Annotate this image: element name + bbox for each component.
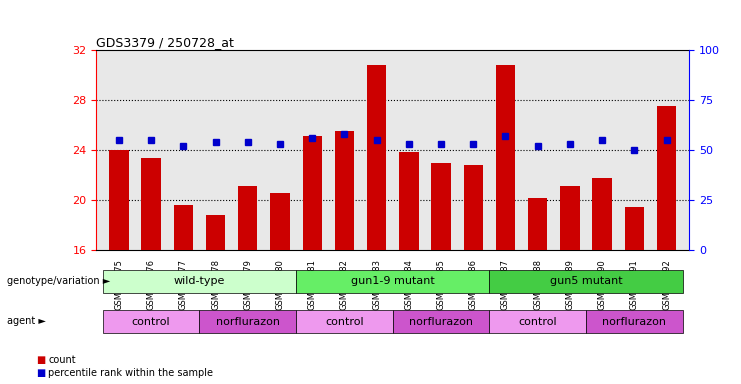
Bar <box>393 310 489 333</box>
Text: norflurazon: norflurazon <box>409 316 473 327</box>
Bar <box>367 65 386 250</box>
Bar <box>593 179 612 250</box>
Text: ■: ■ <box>36 368 45 378</box>
Text: gun1-9 mutant: gun1-9 mutant <box>350 276 435 286</box>
Text: control: control <box>132 316 170 327</box>
Text: GDS3379 / 250728_at: GDS3379 / 250728_at <box>96 36 234 49</box>
Bar <box>528 199 548 250</box>
Bar <box>238 186 257 250</box>
Bar <box>109 150 128 250</box>
Bar <box>173 205 193 250</box>
Bar <box>302 136 322 250</box>
Text: gun5 mutant: gun5 mutant <box>550 276 622 286</box>
Text: control: control <box>519 316 557 327</box>
Text: norflurazon: norflurazon <box>216 316 280 327</box>
Bar <box>496 65 515 250</box>
Bar <box>399 152 419 250</box>
Text: genotype/variation ►: genotype/variation ► <box>7 276 110 286</box>
Bar <box>560 186 579 250</box>
Bar <box>489 310 586 333</box>
Bar <box>296 310 393 333</box>
Text: agent ►: agent ► <box>7 316 46 326</box>
Text: norflurazon: norflurazon <box>602 316 666 327</box>
Bar <box>296 270 489 293</box>
Bar <box>142 159 161 250</box>
Bar <box>431 164 451 250</box>
Bar <box>625 207 644 250</box>
Bar <box>464 165 483 250</box>
Text: wild-type: wild-type <box>173 276 225 286</box>
Bar <box>335 131 354 250</box>
Bar <box>270 194 290 250</box>
Bar <box>586 310 682 333</box>
Bar <box>657 106 677 250</box>
Bar <box>206 215 225 250</box>
Text: count: count <box>48 355 76 365</box>
Text: percentile rank within the sample: percentile rank within the sample <box>48 368 213 378</box>
Text: control: control <box>325 316 364 327</box>
Bar <box>103 270 296 293</box>
Text: ■: ■ <box>36 355 45 365</box>
Bar <box>489 270 682 293</box>
Bar <box>199 310 296 333</box>
Bar <box>103 310 199 333</box>
